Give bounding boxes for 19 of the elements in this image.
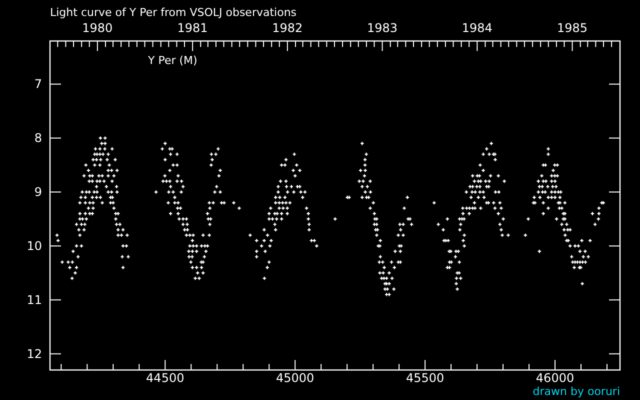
x-tick-label: 44500	[146, 371, 184, 385]
x2-tick-label: 1983	[367, 21, 398, 35]
text: drawn by ooruri	[532, 385, 620, 398]
x-tick-label: 45000	[276, 371, 314, 385]
y-tick-label: 9	[34, 185, 42, 200]
y-tick-label: 11	[26, 292, 42, 307]
x-tick-label: 46000	[536, 371, 574, 385]
x2-tick-label: 1981	[177, 21, 208, 35]
x2-tick-label: 1984	[462, 21, 492, 35]
y-tick-label: 8	[34, 131, 42, 146]
y-tick-label: 12	[26, 346, 42, 361]
text: Y Per (M)	[147, 54, 198, 67]
y-tick-label: 10	[26, 238, 42, 253]
chart-title: Light curve of Y Per from VSOLJ observations	[50, 6, 297, 19]
x2-tick-label: 1980	[82, 21, 113, 35]
x-tick-label: 45500	[406, 371, 444, 385]
x2-tick-label: 1985	[557, 21, 588, 35]
x2-tick-label: 1982	[272, 21, 303, 35]
y-tick-label: 7	[34, 77, 42, 92]
